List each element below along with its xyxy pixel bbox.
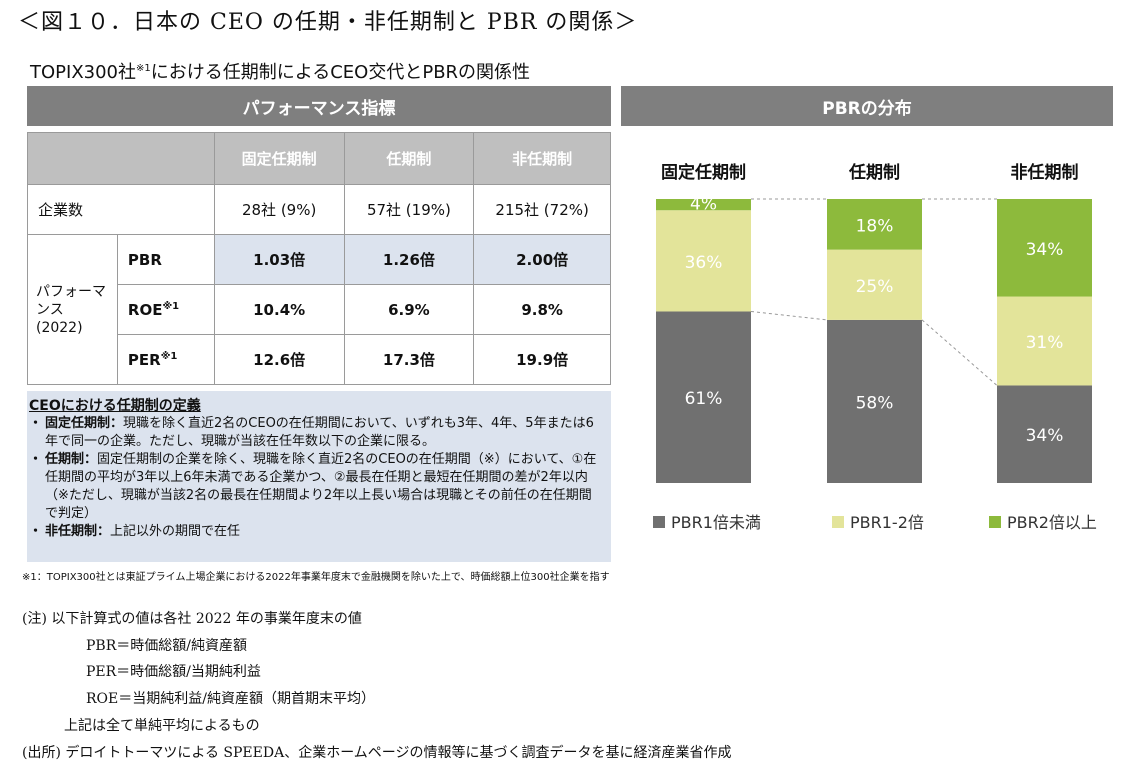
company-count-fixed-term: 28社 (9%) bbox=[213, 184, 345, 235]
definition-item-term: ・ 任期制：固定任期制の企業を除く、現職を除く直近2名のCEOの在任期間（※）に… bbox=[29, 451, 603, 523]
per-term: 17.3倍 bbox=[343, 334, 475, 385]
company-count-label: 企業数 bbox=[27, 184, 215, 235]
performance-label-line3: (2022) bbox=[36, 319, 83, 336]
metric-label-roe: ROE※1 bbox=[116, 284, 215, 335]
definition-item-fixed-term: ・ 固定任期制：現職を除く直近2名のCEOの在任期間において、いずれも3年、4年… bbox=[29, 415, 603, 451]
legend-label-3: PBR2倍以上 bbox=[1007, 513, 1097, 532]
definition-box: CEOにおける任期制の定義 ・ 固定任期制：現職を除く直近2名のCEOの在任期間… bbox=[27, 391, 611, 562]
legend-swatch-2 bbox=[832, 516, 844, 528]
figure-title: ＜図１０．日本の CEO の任期・非任期制と PBR の関係＞ bbox=[18, 10, 638, 35]
metric-label-pbr: PBR bbox=[116, 234, 215, 285]
pbr-distribution-header: PBRの分布 bbox=[621, 86, 1113, 126]
segment-label-2-3: 31% bbox=[1026, 333, 1064, 353]
formula-roe: ROE＝当期純利益/純資産額（期首期末平均） bbox=[86, 691, 375, 707]
definition-item-no-term: ・ 非任期制：上記以外の期間で在任 bbox=[29, 523, 603, 541]
table-row-roe: ROE※1 10.4% 6.9% 9.8% bbox=[28, 284, 611, 335]
definition-term: 任期制： bbox=[45, 452, 98, 467]
note-line: (注) 以下計算式の値は各社 2022 年の事業年度末の値 bbox=[22, 611, 362, 627]
metric-footnote-roe: ※1 bbox=[162, 300, 180, 312]
metric-footnote-per: ※1 bbox=[160, 350, 178, 362]
column-header-term: 任期制 bbox=[343, 132, 475, 185]
column-header-no-term: 非任期制 bbox=[473, 132, 611, 185]
source-line: (出所) デロイトトーマツによる SPEEDA、企業ホームページの情報等に基づく… bbox=[22, 745, 732, 761]
roe-fixed-term: 10.4% bbox=[213, 284, 345, 335]
pbr-distribution-chart: 61% 36% 4% 固定任期制 58% 25% 18% 任期制 34% 31% 34% 非任期制 PB… bbox=[653, 162, 1097, 532]
definition-term: 非任期制： bbox=[45, 524, 111, 539]
definition-term: 固定任期制： bbox=[45, 416, 124, 431]
formula-pbr: PBR＝時価総額/純資産額 bbox=[86, 638, 247, 654]
per-fixed-term: 12.6倍 bbox=[213, 334, 345, 385]
legend-swatch-3 bbox=[989, 516, 1001, 528]
legend-label-2: PBR1-2倍 bbox=[850, 513, 924, 532]
legend-label-1: PBR1倍未満 bbox=[671, 513, 761, 532]
definition-text: 固定任期制の企業を除く、現職を除く直近2名のCEOの在任期間（※）において、①在… bbox=[45, 452, 597, 521]
subtitle-rest: における任期制によるCEO交代とPBRの関係性 bbox=[150, 62, 531, 83]
performance-label-line2: ンス bbox=[36, 301, 64, 318]
bar-segment-1-1 bbox=[656, 311, 751, 483]
segment-label-1-3: 34% bbox=[1026, 426, 1064, 446]
table-row-pbr: パフォーマ ンス (2022) PBR 1.03倍 1.26倍 2.00倍 bbox=[27, 234, 611, 385]
performance-header: パフォーマンス指標 bbox=[27, 86, 611, 126]
segment-label-2-2: 25% bbox=[856, 277, 894, 297]
pbr-term: 1.26倍 bbox=[343, 234, 475, 285]
legend-swatch-1 bbox=[653, 516, 665, 528]
segment-label-1-2: 58% bbox=[856, 393, 894, 413]
table-header-row: 固定任期制 任期制 非任期制 bbox=[27, 132, 611, 185]
per-no-term: 19.9倍 bbox=[473, 334, 611, 385]
formula-per: PER＝時価総額/当期純利益 bbox=[86, 664, 261, 680]
bullet: ・ bbox=[29, 416, 43, 431]
table-corner-cell bbox=[27, 132, 215, 185]
connector-line bbox=[750, 310, 828, 321]
performance-label: パフォーマ ンス (2022) bbox=[27, 234, 118, 385]
definition-text: 上記以外の期間で在任 bbox=[110, 524, 241, 539]
bar-segment-1-2 bbox=[827, 319, 922, 483]
bar-segment-3-3 bbox=[997, 199, 1092, 297]
connector-line bbox=[921, 319, 998, 386]
metric-label-per: PER※1 bbox=[116, 334, 215, 385]
metric-name-pbr: PBR bbox=[127, 250, 162, 269]
pbr-fixed-term: 1.03倍 bbox=[213, 234, 345, 285]
bar-segment-1-3 bbox=[997, 385, 1092, 483]
company-count-no-term: 215社 (72%) bbox=[473, 184, 611, 235]
segment-label-3-3: 34% bbox=[1026, 240, 1064, 260]
performance-label-line1: パフォーマ bbox=[36, 283, 106, 300]
roe-term: 6.9% bbox=[343, 284, 475, 335]
table-row-per: PER※1 12.6倍 17.3倍 19.9倍 bbox=[28, 334, 611, 385]
bullet: ・ bbox=[29, 524, 43, 539]
note-average: 上記は全て単純平均によるもの bbox=[64, 718, 260, 734]
performance-table: 固定任期制 任期制 非任期制 企業数 28社 (9%) 57社 (19%) 21… bbox=[27, 132, 611, 385]
bar-segment-3-1 bbox=[656, 199, 751, 211]
bullet: ・ bbox=[29, 452, 43, 467]
bar-segment-2-2 bbox=[827, 249, 922, 320]
definition-text: 現職を除く直近2名のCEOの在任期間において、いずれも3年、4年、5年または6年… bbox=[45, 416, 594, 449]
bar-segment-2-1 bbox=[656, 210, 751, 312]
metric-name-per: PER bbox=[127, 350, 161, 369]
roe-no-term: 9.8% bbox=[473, 284, 611, 335]
segment-label-3-2: 18% bbox=[856, 216, 894, 236]
definition-title: CEOにおける任期制の定義 bbox=[29, 398, 201, 414]
company-count-term: 57社 (19%) bbox=[343, 184, 475, 235]
subtitle-footnote-mark: ※1 bbox=[136, 63, 151, 74]
category-label-3: 非任期制 bbox=[1011, 162, 1079, 183]
subtitle: TOPIX300社※1における任期制によるCEO交代とPBRの関係性 bbox=[30, 58, 530, 84]
table-row-company-count: 企業数 28社 (9%) 57社 (19%) 215社 (72%) bbox=[27, 184, 611, 235]
pbr-no-term: 2.00倍 bbox=[473, 234, 611, 285]
subtitle-main: TOPIX300社 bbox=[30, 62, 137, 83]
metric-name-roe: ROE bbox=[127, 300, 163, 319]
category-label-1: 固定任期制 bbox=[661, 162, 746, 183]
bar-segment-2-3 bbox=[997, 296, 1092, 386]
column-header-fixed-term: 固定任期制 bbox=[213, 132, 345, 185]
segment-label-3-1: 4% bbox=[690, 195, 717, 215]
category-label-2: 任期制 bbox=[848, 162, 900, 183]
segment-label-2-1: 36% bbox=[685, 253, 723, 273]
bar-segment-3-2 bbox=[827, 199, 922, 250]
segment-label-1-1: 61% bbox=[685, 389, 723, 409]
footnote: ※1：TOPIX300社とは東証プライム上場企業における2022年事業年度末で金… bbox=[22, 572, 610, 583]
